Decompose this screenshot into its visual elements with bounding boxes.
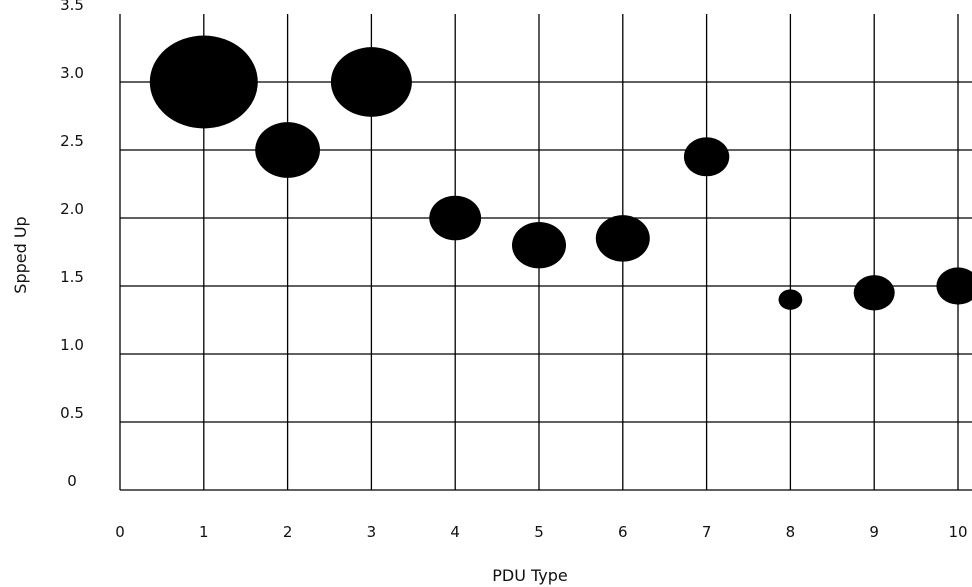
y-tick-label: 2.0 bbox=[60, 200, 84, 218]
bubble-point bbox=[149, 35, 258, 129]
bubble-point bbox=[853, 275, 895, 311]
bubble-point bbox=[255, 122, 320, 178]
x-tick-label: 6 bbox=[618, 523, 628, 541]
x-tick-label: 8 bbox=[786, 523, 796, 541]
y-tick-label: 1.0 bbox=[60, 336, 84, 354]
y-tick-label: 3.5 bbox=[60, 0, 84, 14]
bubble-point bbox=[778, 289, 803, 310]
x-tick-labels: 0 1 2 3 4 5 6 7 8 9 10 bbox=[115, 523, 967, 541]
y-tick-labels: 0 0.5 1.0 1.5 2.0 2.5 3.0 3.5 bbox=[60, 0, 84, 490]
bubble-point bbox=[512, 221, 566, 269]
grid bbox=[119, 14, 972, 491]
x-tick-label: 7 bbox=[702, 523, 712, 541]
x-tick-label: 3 bbox=[367, 523, 377, 541]
y-tick-label: 0.5 bbox=[60, 404, 84, 422]
x-tick-label: 4 bbox=[450, 523, 460, 541]
x-tick-label: 10 bbox=[948, 523, 967, 541]
bubble-series bbox=[149, 35, 972, 311]
x-axis-title: PDU Type bbox=[492, 566, 568, 585]
bubble-point bbox=[429, 195, 482, 241]
x-tick-label: 1 bbox=[199, 523, 209, 541]
x-tick-label: 9 bbox=[869, 523, 879, 541]
y-tick-label: 2.5 bbox=[60, 132, 84, 150]
y-tick-label: 1.5 bbox=[60, 268, 84, 286]
y-tick-label: 3.0 bbox=[60, 64, 84, 82]
bubble-point bbox=[683, 137, 730, 177]
x-tick-label: 2 bbox=[283, 523, 293, 541]
bubble-point bbox=[936, 267, 972, 305]
x-tick-label: 5 bbox=[534, 523, 544, 541]
y-tick-label: 0 bbox=[67, 472, 77, 490]
bubble-point bbox=[595, 215, 650, 262]
x-tick-label: 0 bbox=[115, 523, 125, 541]
y-axis-title: Spped Up bbox=[11, 216, 30, 293]
bubble-point bbox=[330, 47, 412, 117]
